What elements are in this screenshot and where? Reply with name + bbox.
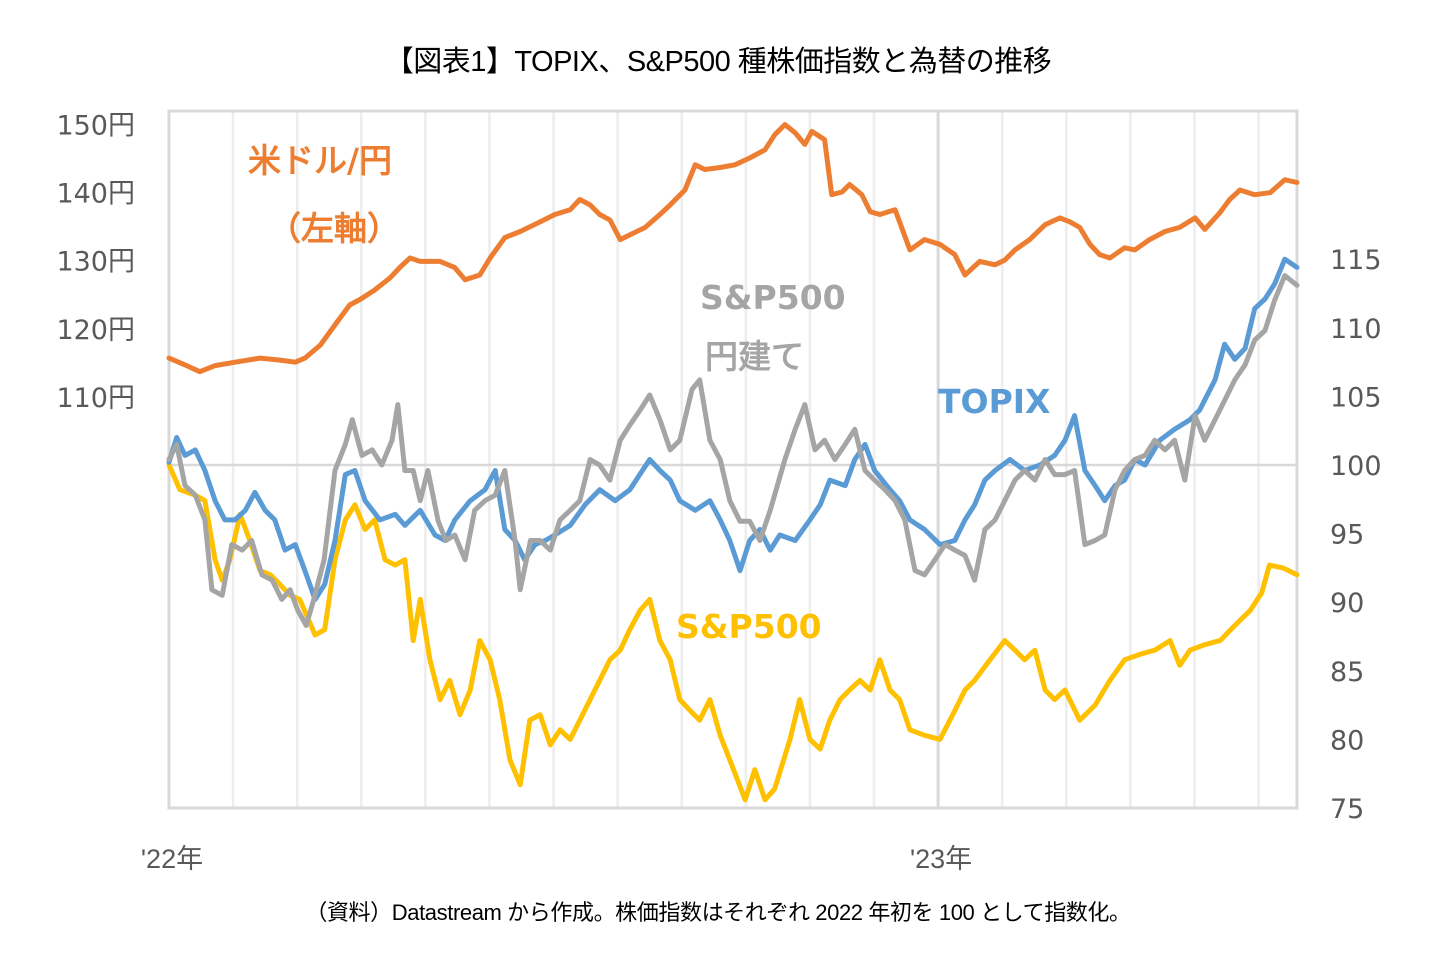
- label-sp500-jpy: S&P500: [700, 278, 846, 317]
- left-axis-ticks: 150円 140円 130円 120円 110円: [56, 111, 135, 414]
- label-usdjpy-axis: （左軸）: [268, 209, 400, 248]
- label-sp500-jpy-2: 円建て: [705, 337, 804, 376]
- source-note: （資料）Datastream から作成。株価指数はそれぞれ 2022 年初を 1…: [305, 900, 1131, 925]
- right-tick-label: 115: [1330, 245, 1382, 276]
- right-tick-label: 100: [1330, 451, 1382, 482]
- series-line-3: [166, 462, 1300, 803]
- x-tick-label: '23年: [910, 844, 972, 874]
- left-tick-label: 150円: [56, 111, 135, 142]
- chart-title: 【図表1】TOPIX、S&P500 種株価指数と為替の推移: [384, 46, 1052, 78]
- right-tick-label: 80: [1330, 725, 1364, 756]
- label-sp500: S&P500: [676, 607, 822, 646]
- x-tick-label: '22年: [141, 844, 203, 874]
- left-tick-label: 110円: [56, 383, 135, 414]
- right-axis-ticks: 115 110 105 100 95 90 85 80 75: [1330, 245, 1382, 825]
- right-tick-label: 85: [1330, 657, 1364, 688]
- right-tick-label: 75: [1330, 794, 1364, 825]
- series-line-2: [166, 256, 1300, 602]
- left-tick-label: 130円: [56, 247, 135, 278]
- label-usdjpy: 米ドル/円: [248, 141, 392, 180]
- left-tick-label: 120円: [56, 315, 135, 346]
- label-topix: TOPIX: [938, 382, 1050, 421]
- right-tick-label: 105: [1330, 382, 1382, 413]
- right-tick-label: 90: [1330, 588, 1364, 619]
- series-lines: [166, 122, 1300, 803]
- series-line-0: [166, 122, 1300, 375]
- right-tick-label: 110: [1330, 314, 1382, 345]
- right-tick-label: 95: [1330, 520, 1364, 551]
- x-axis-ticks: '22年 '23年: [141, 844, 972, 874]
- series-line-1: [166, 273, 1300, 628]
- left-tick-label: 140円: [56, 179, 135, 210]
- gridlines: [169, 111, 1297, 808]
